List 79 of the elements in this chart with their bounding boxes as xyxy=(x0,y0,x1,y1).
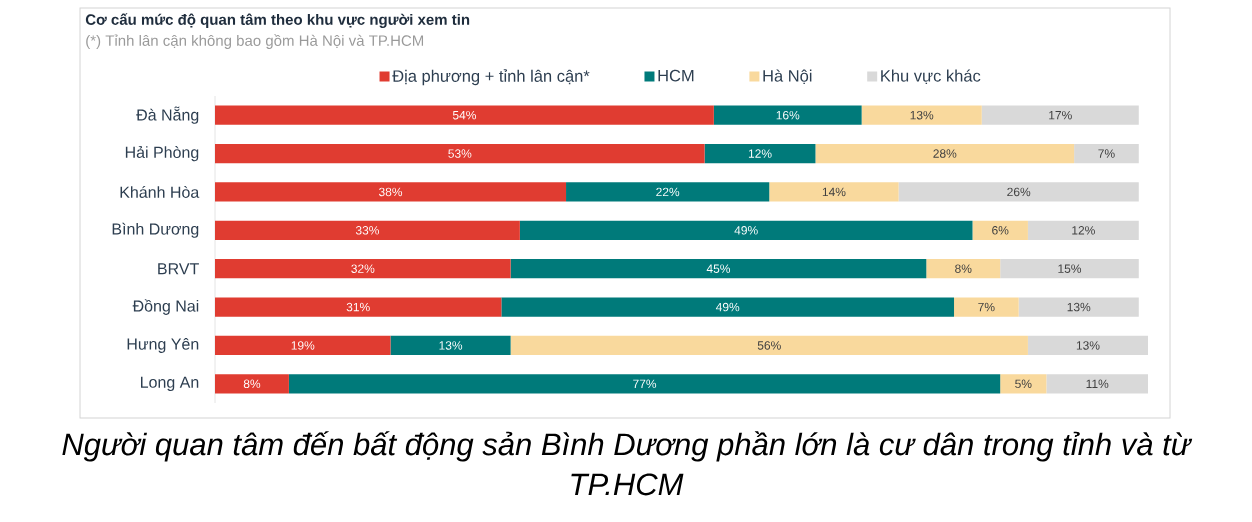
data-label: 7% xyxy=(1098,149,1115,158)
data-label: 14% xyxy=(822,187,846,197)
bar xyxy=(1000,259,1139,279)
bar xyxy=(1018,297,1139,317)
data-label: 13% xyxy=(439,341,463,350)
y-tick-label: BRVT xyxy=(158,263,199,275)
data-label: 5% xyxy=(1015,379,1032,389)
data-label: 77% xyxy=(633,379,657,388)
bar xyxy=(713,105,862,125)
bar xyxy=(1000,374,1047,394)
bar xyxy=(1074,143,1139,164)
bar xyxy=(972,220,1028,240)
data-label: 38% xyxy=(378,187,403,197)
bar xyxy=(215,143,705,164)
data-label: 15% xyxy=(1058,264,1082,273)
data-label: 33% xyxy=(355,226,380,235)
chart-subtitle: (*) Tỉnh lân cận không bao gồm Hà Nội và TP.HCM xyxy=(86,34,424,49)
y-tick-label: Hưng Yên xyxy=(127,337,199,353)
data-label: 49% xyxy=(715,302,740,312)
text: Người quan tâm đến bất động sản Bình Dương phần lớn là cư dân trong tỉnh và từ TP.HCM xyxy=(62,431,1193,496)
data-label: 16% xyxy=(776,110,800,120)
y-tick-label: Đồng Nai xyxy=(132,299,199,315)
bar xyxy=(215,297,502,317)
bar xyxy=(704,143,816,164)
data-label: 8% xyxy=(955,264,972,273)
data-label: 45% xyxy=(706,264,731,273)
data-label: 53% xyxy=(448,149,472,158)
bar xyxy=(215,374,289,394)
bar xyxy=(215,335,391,356)
bar xyxy=(390,335,511,356)
chart-title: Cơ cấu mức độ quan tâm theo khu vực người xem tin xyxy=(85,13,470,28)
y-tick-label: Bình Dương xyxy=(112,222,199,238)
bar xyxy=(215,220,520,240)
data-label: 13% xyxy=(1067,302,1091,312)
data-label: 56% xyxy=(757,341,781,350)
bar xyxy=(510,335,1028,356)
bar xyxy=(815,143,1075,164)
data-label: 7% xyxy=(978,302,995,312)
bar xyxy=(215,259,511,279)
legend-label: Khu vực khác xyxy=(881,69,981,85)
y-tick-label: Khánh Hòa xyxy=(120,185,200,198)
y-tick-label: Đà Nẵng xyxy=(136,106,199,124)
bar xyxy=(288,374,1001,394)
y-tick-label: Long An xyxy=(141,376,199,391)
data-label: 17% xyxy=(1049,110,1072,120)
data-label: 13% xyxy=(1076,341,1100,350)
data-label: 11% xyxy=(1086,379,1109,388)
data-label: 49% xyxy=(734,226,758,235)
data-label: 54% xyxy=(452,110,477,120)
data-label: 26% xyxy=(1007,187,1031,197)
data-label: 12% xyxy=(748,149,772,158)
data-label: 8% xyxy=(243,379,261,389)
legend-label: Hà Nội xyxy=(763,69,812,85)
data-label: 22% xyxy=(656,187,680,197)
data-label: 6% xyxy=(992,226,1009,235)
bar xyxy=(769,182,899,202)
bar xyxy=(861,105,982,125)
bar xyxy=(215,182,567,202)
bar xyxy=(510,259,927,279)
bar xyxy=(1027,335,1149,356)
y-tick-label: Hải Phòng xyxy=(125,145,199,162)
bar xyxy=(1027,220,1139,240)
bar xyxy=(501,297,955,317)
data-label: 19% xyxy=(291,341,315,350)
bar xyxy=(898,182,1139,202)
data-label: 32% xyxy=(351,264,375,273)
bar xyxy=(926,259,1001,279)
bar xyxy=(566,182,770,202)
data-label: 31% xyxy=(346,302,370,312)
legend-label: HCM xyxy=(658,69,694,82)
bar xyxy=(1046,374,1149,394)
legend-label: Địa phương + tỉnh lân cận* xyxy=(392,69,590,86)
bar xyxy=(954,297,1019,317)
data-label: 13% xyxy=(910,110,934,120)
data-label: 28% xyxy=(933,149,957,158)
bar xyxy=(519,220,973,240)
bar xyxy=(215,105,714,125)
data-label: 12% xyxy=(1072,226,1095,235)
bar xyxy=(981,105,1139,125)
